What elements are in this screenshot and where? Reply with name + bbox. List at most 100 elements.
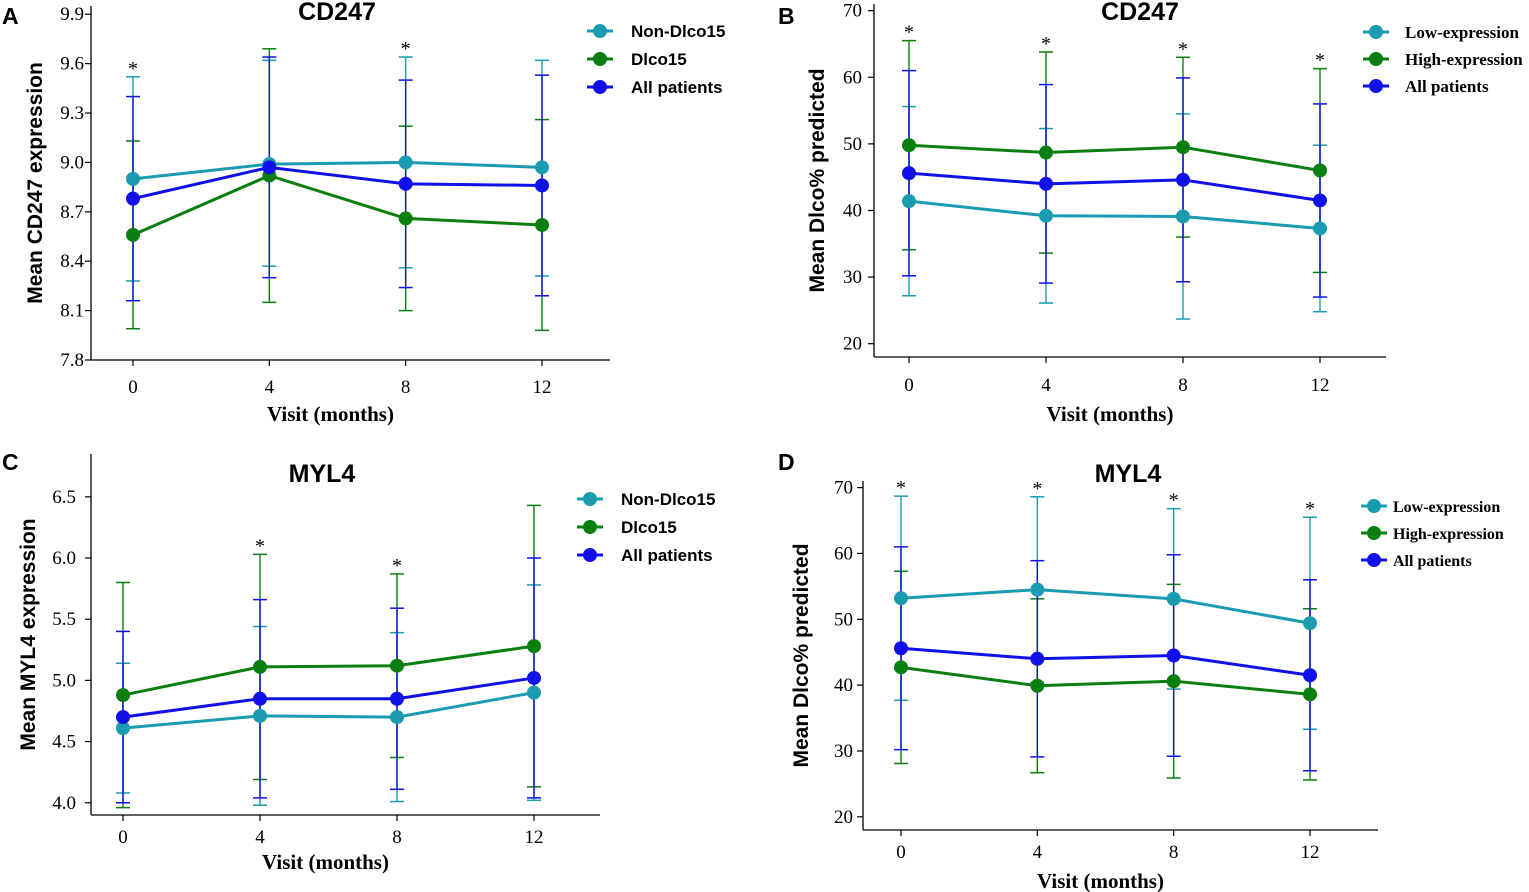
x-tick-label: 8 bbox=[392, 827, 402, 848]
data-point-green bbox=[398, 211, 413, 226]
significance-marker: * bbox=[392, 555, 402, 577]
significance-marker: * bbox=[128, 58, 138, 80]
data-point-blue bbox=[894, 641, 908, 656]
y-tick-label: 6.5 bbox=[52, 487, 76, 508]
x-tick-label: 8 bbox=[1169, 842, 1179, 863]
series-line-blue bbox=[122, 676, 535, 719]
legend-swatch-marker bbox=[1369, 79, 1383, 93]
y-tick-label: 9.3 bbox=[60, 103, 84, 124]
y-tick-label: 9.0 bbox=[60, 152, 84, 173]
y-tick-label: 50 bbox=[834, 609, 853, 630]
series-line-green bbox=[908, 143, 1321, 172]
chart-panel-a: A CD247 7.8 8.1 8.4 8.7 9.0 9.3 9.6 9.9 0 4 8 12 Visit… bbox=[2, 0, 725, 426]
legend-label: Low-expression bbox=[1393, 499, 1500, 516]
data-point-blue bbox=[902, 166, 916, 181]
legend-swatch-marker bbox=[583, 492, 597, 506]
legend-swatch-marker bbox=[1369, 52, 1383, 66]
data-point-blue bbox=[398, 176, 413, 191]
chart-panel-b: B CD247 20 30 40 50 60 70 0 4 8 12 Visit (months) Mea… bbox=[778, 0, 1523, 426]
y-tick-label: 30 bbox=[843, 267, 862, 288]
legend-swatch-marker bbox=[1367, 553, 1381, 567]
y-axis-label: Mean Dlco% predicted bbox=[806, 68, 829, 292]
legend-swatch-marker bbox=[1367, 499, 1381, 513]
x-axis-label: Visit (months) bbox=[1037, 869, 1164, 892]
x-tick-label: 0 bbox=[896, 842, 906, 863]
series-line-green bbox=[132, 173, 543, 237]
data-point-green bbox=[126, 227, 140, 242]
series-line-blue bbox=[132, 165, 543, 201]
legend: Non-Dlco15 Dlco15 All patients bbox=[577, 490, 715, 565]
x-axis-label: Visit (months) bbox=[267, 402, 394, 426]
y-axis-label: Mean Dlco% predicted bbox=[790, 543, 813, 767]
data-point-blue bbox=[527, 670, 541, 685]
data-point-teal bbox=[527, 685, 541, 700]
series-line-teal bbox=[908, 199, 1321, 230]
data-point-blue bbox=[535, 178, 549, 193]
data-point-green bbox=[116, 688, 130, 703]
y-axis-label: Mean CD247 expression bbox=[24, 62, 47, 304]
x-tick-label: 12 bbox=[1301, 842, 1320, 863]
legend-label: Non-Dlco15 bbox=[621, 490, 715, 509]
chart-title: CD247 bbox=[1101, 0, 1179, 26]
data-point-blue bbox=[1039, 176, 1053, 191]
y-tick-label: 8.7 bbox=[60, 202, 84, 223]
data-point-teal bbox=[535, 160, 549, 175]
chart-title: MYL4 bbox=[1095, 460, 1162, 488]
data-point-teal bbox=[1030, 582, 1045, 597]
data-point-blue bbox=[1166, 648, 1181, 663]
data-point-blue bbox=[126, 191, 140, 206]
data-point-teal bbox=[1303, 616, 1317, 631]
y-tick-label: 40 bbox=[834, 675, 853, 696]
legend-label: Non-Dlco15 bbox=[631, 22, 725, 41]
y-tick-label: 5.0 bbox=[52, 670, 76, 691]
data-point-green bbox=[527, 639, 541, 654]
data-point-green bbox=[253, 659, 267, 674]
legend-swatch-marker bbox=[583, 548, 597, 562]
chart-panel-d: D MYL4 20 30 40 50 60 70 0 4 8 12 Visit (months) Mean… bbox=[778, 449, 1504, 892]
x-tick-label: 8 bbox=[401, 377, 411, 398]
series-line-green bbox=[122, 644, 535, 697]
y-tick-label: 8.4 bbox=[60, 251, 84, 272]
x-tick-label: 4 bbox=[255, 827, 265, 848]
significance-marker: * bbox=[401, 38, 411, 60]
y-tick-label: 7.8 bbox=[60, 350, 84, 371]
data-point-teal bbox=[902, 194, 916, 209]
series-line-green bbox=[900, 665, 1311, 696]
legend-label: All patients bbox=[1405, 77, 1489, 96]
x-axis-label: Visit (months) bbox=[1047, 402, 1174, 426]
data-point-teal bbox=[126, 171, 140, 186]
data-point-teal bbox=[116, 721, 130, 736]
y-tick-label: 30 bbox=[834, 741, 853, 762]
data-point-green bbox=[894, 660, 908, 675]
x-tick-label: 12 bbox=[525, 827, 544, 848]
y-tick-label: 50 bbox=[843, 134, 862, 155]
data-point-green bbox=[535, 217, 549, 232]
data-point-green bbox=[1166, 674, 1181, 689]
data-point-blue bbox=[1176, 172, 1190, 187]
legend-swatch-marker bbox=[593, 52, 607, 66]
x-tick-label: 4 bbox=[1033, 842, 1043, 863]
y-tick-label: 60 bbox=[843, 67, 862, 88]
legend-swatch-marker bbox=[593, 80, 607, 94]
y-tick-label: 70 bbox=[843, 1, 862, 22]
y-tick-label: 4.5 bbox=[52, 732, 76, 753]
data-point-teal bbox=[390, 710, 404, 725]
legend: Low-expression High-expression All patient… bbox=[1361, 499, 1504, 570]
x-tick-label: 0 bbox=[118, 827, 128, 848]
y-tick-label: 60 bbox=[834, 543, 853, 564]
y-tick-label: 20 bbox=[843, 334, 862, 355]
legend-label: All patients bbox=[631, 78, 723, 97]
data-point-green bbox=[902, 138, 916, 153]
x-tick-label: 0 bbox=[904, 375, 914, 396]
series-line-teal bbox=[900, 588, 1311, 625]
data-point-teal bbox=[1313, 221, 1327, 236]
data-point-teal bbox=[1176, 209, 1190, 224]
panel-label: D bbox=[778, 449, 795, 475]
legend: Non-Dlco15 Dlco15 All patients bbox=[587, 22, 725, 97]
chart-panel-c: C MYL4 4.0 4.5 5.0 5.5 6.0 6.5 0 4 8 12 Visit (month… bbox=[2, 449, 715, 874]
legend-swatch-marker bbox=[1367, 526, 1381, 540]
chart-title: CD247 bbox=[298, 0, 376, 26]
significance-marker: * bbox=[1315, 50, 1325, 72]
data-point-blue bbox=[1303, 668, 1317, 683]
